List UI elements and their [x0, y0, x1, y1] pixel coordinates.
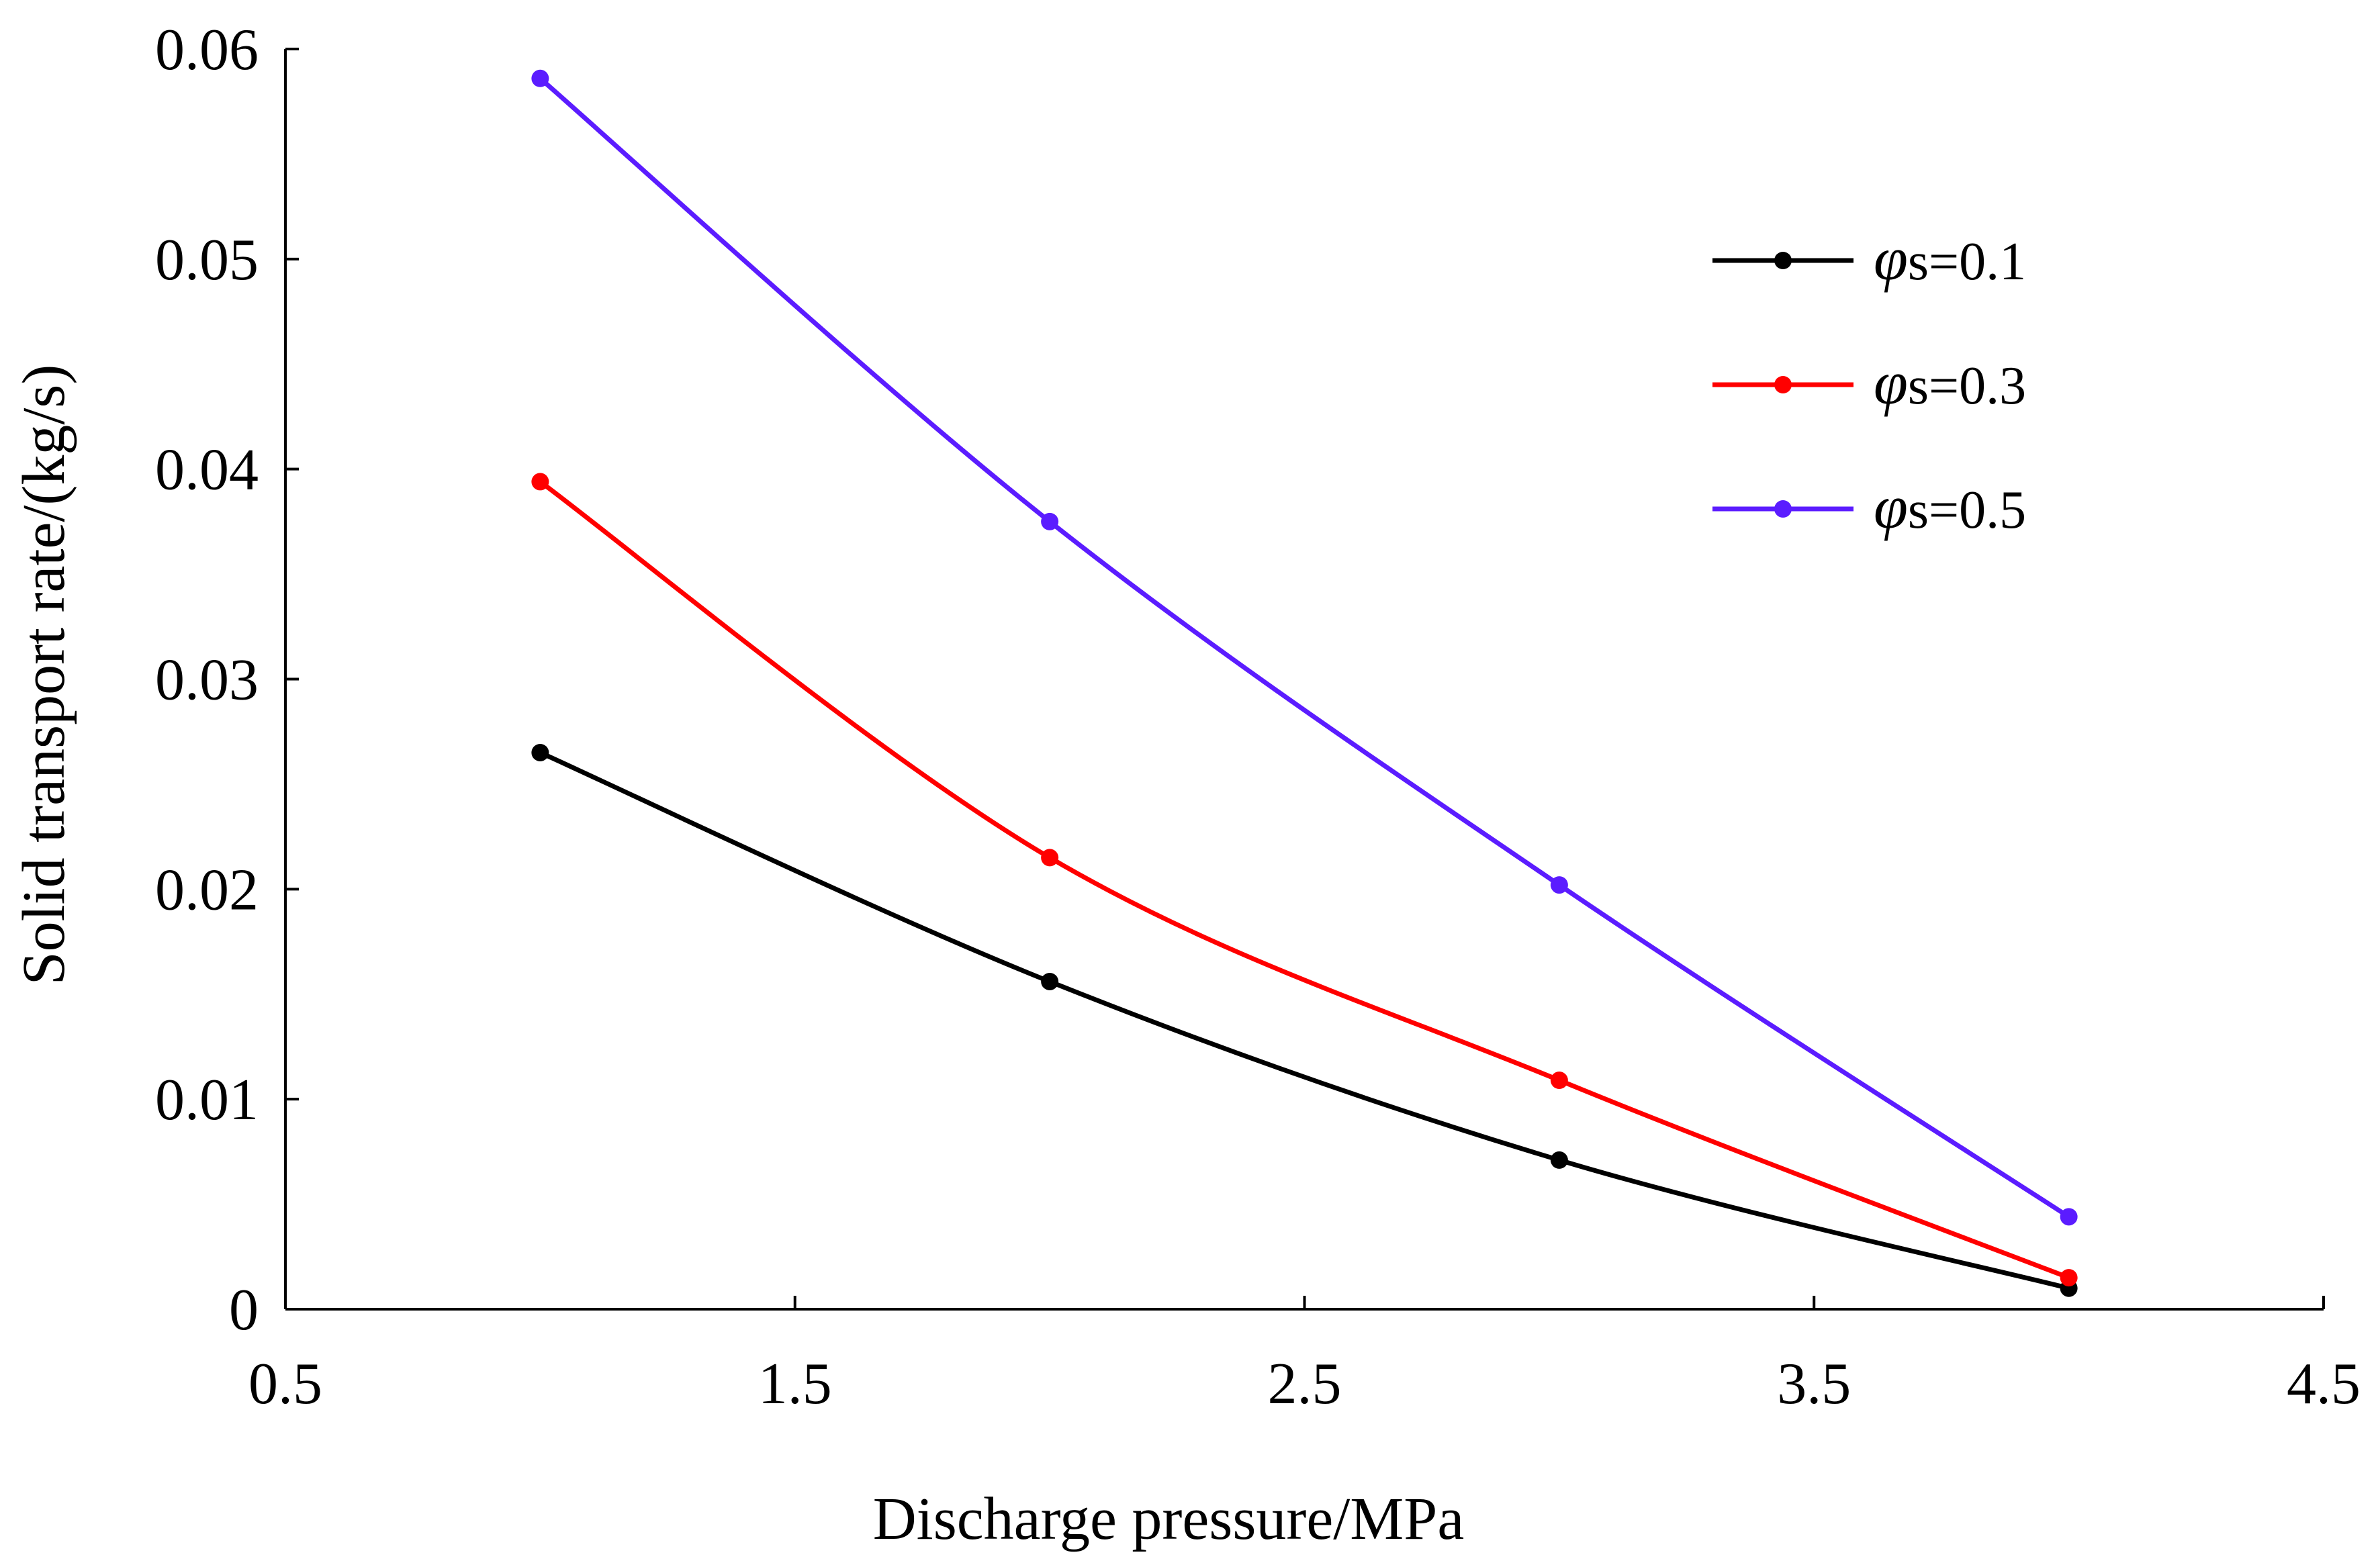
data-point — [2060, 1208, 2078, 1226]
y-tick-label: 0 — [229, 1278, 259, 1343]
x-tick-label: 1.5 — [758, 1351, 832, 1417]
series-1 — [531, 743, 2078, 1297]
x-ticks: 0.5 1.5 2.5 3.5 4.5 — [248, 1296, 2361, 1417]
legend-swatch-marker — [1774, 500, 1792, 518]
data-point — [1041, 849, 1059, 867]
y-axis-title: Solid transport rate/(kg/s) — [11, 365, 77, 986]
x-axis-title: Discharge pressure/MPa — [873, 1486, 1465, 1552]
legend-item: φs=0.5 — [1712, 473, 2026, 541]
data-point — [1550, 1072, 1568, 1090]
x-tick-label: 0.5 — [248, 1351, 322, 1417]
y-ticks: 0 0.01 0.02 0.03 0.04 0.05 0.06 — [155, 17, 299, 1343]
data-point — [531, 743, 549, 761]
x-tick-label: 2.5 — [1268, 1351, 1342, 1417]
y-tick-label: 0.06 — [155, 17, 259, 83]
data-point — [2060, 1269, 2078, 1287]
series-3 — [531, 69, 2078, 1226]
series-line — [537, 76, 2072, 1219]
data-point — [531, 69, 549, 87]
y-tick-label: 0.02 — [155, 857, 259, 922]
x-tick-label: 3.5 — [1777, 1351, 1851, 1417]
series-line — [537, 479, 2072, 1280]
legend-item: φs=0.3 — [1712, 348, 2026, 417]
data-point — [1041, 972, 1059, 990]
legend-item: φs=0.1 — [1712, 224, 2026, 293]
y-tick-label: 0.04 — [155, 438, 259, 503]
legend-label: φs=0.1 — [1874, 224, 2026, 293]
y-tick-label: 0.03 — [155, 648, 259, 713]
legend-swatch-marker — [1774, 376, 1792, 393]
data-point — [1550, 876, 1568, 894]
series-2 — [531, 473, 2078, 1287]
y-tick-label: 0.05 — [155, 228, 259, 293]
legend-swatch-marker — [1774, 252, 1792, 269]
data-point — [1550, 1151, 1568, 1169]
series-group — [531, 69, 2078, 1297]
legend-label: φs=0.5 — [1874, 473, 2026, 541]
data-point — [1041, 512, 1059, 530]
x-tick-label: 4.5 — [2287, 1351, 2361, 1417]
legend-label: φs=0.3 — [1874, 348, 2026, 417]
legend: φs=0.1 φs=0.3 φs=0.5 — [1712, 224, 2026, 541]
y-tick-label: 0.01 — [155, 1068, 259, 1133]
series-line — [537, 750, 2072, 1291]
data-point — [531, 473, 549, 491]
